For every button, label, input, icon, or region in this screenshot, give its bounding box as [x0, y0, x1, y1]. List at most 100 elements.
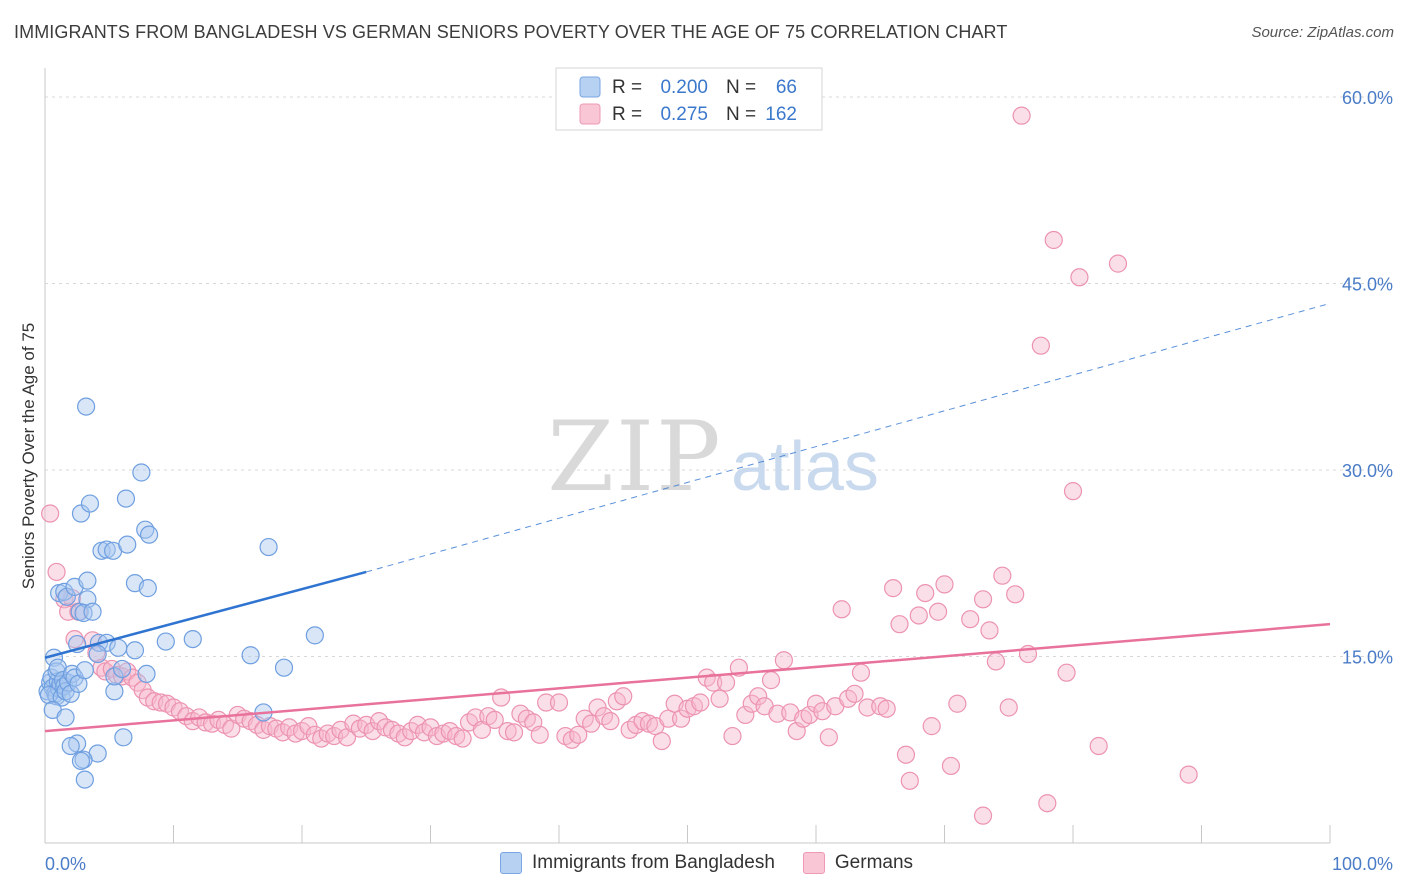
bangladesh-point-34: [83, 602, 102, 621]
y-tick-label-0: 15.0%: [1342, 648, 1393, 668]
german-point-97: [652, 731, 671, 751]
germans-trend: [44, 622, 1331, 733]
y-tick-label-3: 60.0%: [1342, 88, 1393, 108]
watermark: ZIP atlas: [547, 401, 879, 513]
german-point-145: [980, 621, 999, 640]
german-point-114: [761, 671, 781, 690]
bangladesh-point-63: [259, 537, 278, 557]
german-point-157: [1044, 230, 1063, 250]
german-point-146: [986, 652, 1006, 671]
german-point-79: [530, 725, 549, 744]
legend-n-label-pink: N =: [726, 104, 756, 125]
y-tick-labels: 15.0% 30.0% 45.0% 60.0%: [1342, 88, 1393, 668]
bangladesh-point-27: [57, 587, 76, 606]
legend-r-label-blue: R =: [612, 77, 642, 98]
german-point-80: [537, 693, 556, 712]
bangladesh-point-41: [97, 540, 116, 559]
german-point-72: [485, 710, 504, 730]
grid-lines: [45, 96, 1395, 657]
german-point-129: [858, 698, 877, 717]
german-point-149: [1006, 585, 1025, 604]
legend-bottom: Immigrants from Bangladesh Germans: [500, 852, 913, 874]
german-point-1: [47, 562, 66, 582]
bangladesh-point-55: [137, 664, 156, 684]
bangladesh-point-70: [75, 770, 94, 789]
german-point-154: [1179, 765, 1198, 784]
german-point-143: [961, 610, 980, 629]
bangladesh-point-44: [116, 489, 136, 508]
bangladesh-point-57: [156, 632, 175, 651]
german-point-127: [845, 684, 864, 703]
german-point-108: [723, 726, 742, 746]
bangladesh-point-47: [139, 525, 159, 544]
bangladesh-point-24: [56, 708, 75, 727]
german-point-137: [916, 583, 935, 603]
legend-top: R = 0.200 N = 66 R = 0.275 N = 162: [555, 67, 823, 131]
bangladesh-point-48: [138, 579, 157, 598]
source-label: Source: ZipAtlas.com: [1251, 24, 1394, 41]
german-point-115: [768, 704, 787, 723]
bangladesh-point-61: [274, 658, 294, 677]
german-point-107: [716, 673, 736, 692]
bangladesh-point-56: [88, 644, 107, 664]
german-point-156: [1012, 106, 1031, 125]
german-point-132: [883, 579, 903, 598]
german-point-67: [453, 729, 472, 748]
x-tick-labels: 0.0% 100.0%: [45, 854, 1393, 874]
german-point-105: [704, 673, 723, 692]
bangladesh-point-54: [125, 641, 145, 660]
german-point-138: [922, 717, 941, 736]
germans-points: [41, 106, 1198, 825]
bangladesh-point-38: [80, 494, 100, 513]
bangladesh-point-53: [112, 659, 132, 679]
x-tick-label-1: 100.0%: [1332, 854, 1393, 874]
german-point-135: [900, 771, 919, 790]
german-point-141: [941, 756, 961, 776]
bangladesh-point-22: [75, 661, 94, 680]
bangladesh-point-49: [132, 463, 151, 482]
german-point-159: [1108, 254, 1128, 273]
bangladesh-point-62: [305, 626, 324, 645]
german-point-123: [819, 728, 838, 747]
x-tick-label-0: 0.0%: [45, 854, 86, 874]
watermark-atlas: atlas: [731, 427, 879, 505]
german-point-142: [948, 694, 967, 713]
german-point-81: [549, 693, 569, 712]
bangladesh-trend-dashed: [366, 302, 1331, 573]
german-point-112: [749, 687, 768, 706]
german-point-100: [671, 709, 691, 728]
german-point-91: [614, 687, 633, 706]
german-point-121: [806, 694, 826, 713]
german-point-128: [851, 663, 871, 682]
bangladesh-point-52: [109, 638, 128, 657]
legend-n-value-blue: 66: [776, 77, 797, 98]
legend-item-germans: Germans: [802, 852, 914, 874]
german-point-6: [65, 629, 84, 649]
german-point-147: [993, 566, 1012, 585]
y-tick-label-1: 30.0%: [1342, 461, 1393, 481]
legend-n-value-pink: 162: [765, 104, 797, 125]
german-point-148: [999, 698, 1018, 717]
legend-swatch-bangladesh: [500, 852, 522, 874]
german-point-155: [973, 806, 993, 825]
watermark-zip: ZIP: [547, 401, 722, 513]
bangladesh-point-66: [61, 736, 80, 756]
german-point-153: [1089, 736, 1108, 756]
legend-item-bangladesh: Immigrants from Bangladesh: [500, 852, 775, 874]
german-point-125: [832, 600, 851, 619]
bangladesh-point-39: [77, 397, 96, 416]
legend-r-value-blue: 0.200: [660, 77, 708, 98]
german-point-110: [736, 705, 755, 725]
bangladesh-point-69: [71, 751, 91, 771]
german-point-152: [1057, 663, 1076, 682]
y-axis-label: Seniors Poverty Over the Age of 75: [19, 323, 38, 589]
legend-label-germans: Germans: [834, 852, 914, 873]
legend-swatch-germans: [802, 852, 825, 874]
trend-lines: [44, 302, 1331, 733]
german-point-134: [896, 745, 916, 764]
german-point-0: [41, 504, 60, 523]
bangladesh-trend-solid: [44, 570, 367, 659]
german-point-160: [1031, 336, 1050, 355]
german-point-139: [928, 602, 948, 621]
